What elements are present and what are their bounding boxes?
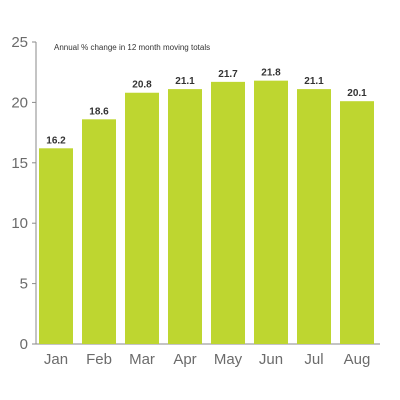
y-tick-label: 10 [11, 215, 28, 232]
bar-aug [340, 101, 374, 344]
data-labels-group: 16.2 18.6 20.8 21.1 21.7 21.8 21.1 20.1 [46, 68, 367, 147]
bar-jul [297, 89, 331, 344]
bar-apr [168, 89, 202, 344]
data-label: 16.2 [46, 135, 66, 146]
x-tick-label: Jan [44, 351, 68, 368]
y-axis-ticks: 0 5 10 15 20 25 [11, 34, 36, 353]
y-tick-label: 5 [20, 276, 28, 293]
x-tick-label: Mar [129, 351, 155, 368]
x-tick-label: Jun [259, 351, 283, 368]
bar-may [211, 81, 245, 344]
x-tick-label: Aug [344, 351, 371, 368]
bar-mar [125, 92, 159, 345]
bars-group [39, 80, 374, 345]
bar-feb [82, 119, 116, 344]
data-label: 21.1 [304, 76, 324, 87]
data-label: 18.6 [89, 106, 109, 117]
bar-jan [39, 148, 73, 344]
data-label: 20.1 [347, 88, 367, 99]
data-label: 21.7 [218, 69, 238, 80]
x-tick-label: Jul [304, 351, 323, 368]
data-label: 20.8 [132, 80, 152, 91]
y-tick-label: 25 [11, 34, 28, 51]
data-label: 21.8 [261, 68, 281, 79]
x-tick-label: May [214, 351, 243, 368]
y-tick-label: 20 [11, 94, 28, 111]
x-axis-labels: Jan Feb Mar Apr May Jun Jul Aug [44, 351, 370, 368]
x-tick-label: Apr [173, 351, 196, 368]
y-tick-label: 15 [11, 155, 28, 172]
y-tick-label: 0 [20, 336, 28, 353]
bar-jun [254, 80, 288, 344]
data-label: 21.1 [175, 76, 195, 87]
x-tick-label: Feb [86, 351, 112, 368]
chart-annotation: Annual % change in 12 month moving total… [54, 43, 210, 52]
